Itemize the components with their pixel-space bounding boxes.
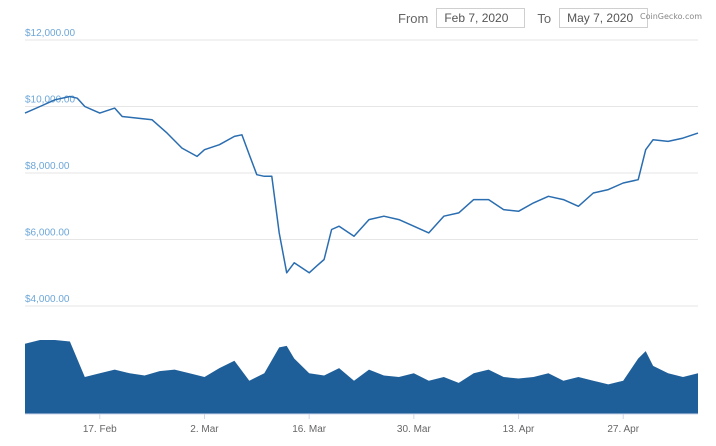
to-label: To xyxy=(537,10,552,26)
price-line xyxy=(24,95,699,274)
from-date-input[interactable] xyxy=(436,8,526,28)
y-tick-label: $4,000.00 xyxy=(25,294,70,305)
price-series xyxy=(24,95,699,274)
x-tick-label: 13. Apr xyxy=(503,424,535,435)
y-tick-label: $8,000.00 xyxy=(25,161,70,172)
x-tick-label: 27. Apr xyxy=(607,424,639,435)
volume-bars xyxy=(25,340,698,414)
y-tick-label: $6,000.00 xyxy=(25,228,70,239)
x-tick-label: 17. Feb xyxy=(83,424,117,435)
y-tick-label: $10,000.00 xyxy=(25,94,75,105)
x-tick-label: 30. Mar xyxy=(397,424,432,435)
x-tick-label: 16. Mar xyxy=(292,424,327,435)
y-axis: $4,000.00 $6,000.00 $8,000.00 $10,000.00 $12… xyxy=(25,28,75,305)
from-label: From xyxy=(398,10,429,26)
x-tick-label: 2. Mar xyxy=(190,424,219,435)
to-date-input[interactable] xyxy=(559,8,649,28)
date-range-selector: From To xyxy=(398,8,660,28)
grid xyxy=(25,39,698,307)
credit-link[interactable]: CoinGecko.com xyxy=(640,12,703,21)
y-tick-label: $12,000.00 xyxy=(25,28,75,39)
volume-area xyxy=(25,340,698,415)
x-axis: 17. Feb 2. Mar 16. Mar 30. Mar 13. Apr 27. Ap… xyxy=(83,414,640,435)
